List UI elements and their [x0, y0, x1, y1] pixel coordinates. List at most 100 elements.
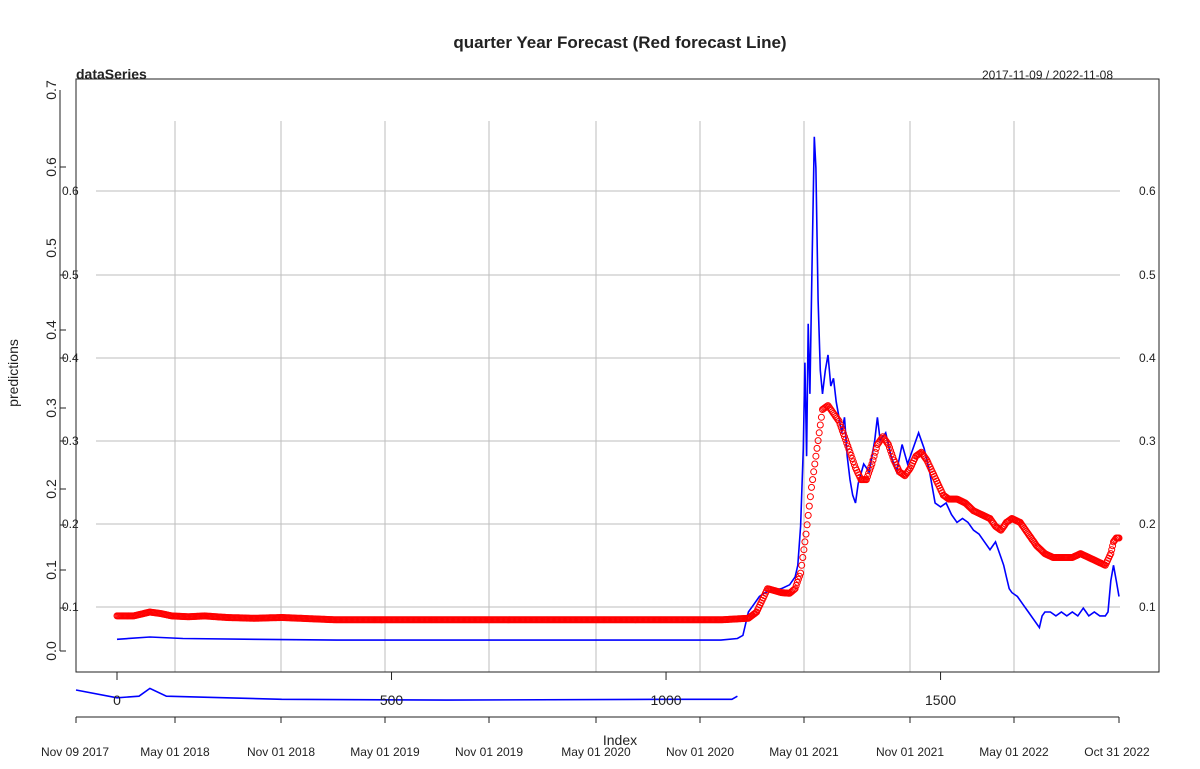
- right-y-tick-label: 0.3: [1139, 434, 1156, 448]
- date-tick-label: Nov 01 2020: [666, 745, 734, 759]
- forecast-point: [868, 460, 876, 468]
- forecast-point: [1108, 546, 1116, 554]
- date-tick-label: Oct 31 2022: [1084, 745, 1150, 759]
- forecast-point: [869, 456, 877, 464]
- forecast-point: [887, 447, 895, 455]
- forecast-point: [846, 448, 854, 456]
- inner-y-tick-label: 0.3: [62, 434, 79, 448]
- forecast-point: [796, 572, 803, 580]
- forecast-point: [798, 561, 806, 569]
- right-y-tick-label: 0.4: [1139, 351, 1156, 365]
- date-tick-label: Nov 01 2018: [247, 745, 315, 759]
- left-y-tick-label: 0.3: [43, 398, 59, 418]
- forecast-point: [805, 502, 813, 510]
- forecast-point: [814, 437, 822, 445]
- axis-layer: 0.0 0.1 0.2 0.3 0.4 0.5 0.6 0.7 0.1 0.2 0.3 0.4 0.5 0…: [41, 80, 1156, 759]
- right-y-tick-label: 0.2: [1139, 517, 1156, 531]
- date-tick-label: Nov 01 2021: [876, 745, 944, 759]
- forecast-point: [803, 521, 811, 529]
- forecast-point: [817, 413, 825, 421]
- forecast-point: [835, 417, 843, 425]
- forecast-point: [793, 578, 801, 586]
- forecast-point: [792, 582, 800, 589]
- forecast-point: [802, 530, 810, 538]
- x-axis-label: Index: [603, 732, 637, 748]
- forecast-point: [816, 421, 824, 429]
- forecast-point: [813, 444, 821, 452]
- left-y-tick-label: 0.4: [43, 320, 59, 340]
- forecast-point: [884, 441, 892, 448]
- forecast-point: [806, 493, 814, 501]
- forecast-point: [867, 463, 875, 471]
- forecast-point: [836, 420, 844, 428]
- date-tick-label: Nov 09 2017: [41, 745, 109, 759]
- forecast-point: [841, 433, 848, 441]
- forecast-point: [886, 444, 893, 452]
- forecast-point: [789, 587, 797, 594]
- inner-y-tick-label: 0.1: [62, 600, 79, 614]
- forecast-point: [865, 469, 873, 477]
- forecast-point: [866, 466, 874, 474]
- date-tick-label: May 01 2018: [140, 745, 210, 759]
- forecast-point: [1107, 550, 1115, 558]
- forecast-point: [801, 538, 809, 546]
- series-layer: [75, 136, 1123, 701]
- forecast-point: [899, 470, 907, 478]
- index-tick-label: 1500: [925, 692, 956, 708]
- forecast-point: [800, 546, 808, 554]
- forecast-point: [848, 455, 856, 462]
- right-y-tick-label: 0.6: [1139, 184, 1156, 198]
- forecast-point: [862, 476, 870, 484]
- right-y-tick-label: 0.5: [1139, 268, 1156, 282]
- forecast-point: [799, 554, 807, 561]
- forecast-point: [888, 450, 896, 458]
- forecast-point: [839, 430, 847, 438]
- forecast-point: [845, 445, 853, 453]
- forecast-point: [842, 436, 850, 444]
- inner-y-tick-label: 0.6: [62, 184, 79, 198]
- forecast-point: [847, 451, 855, 459]
- forecast-point: [843, 439, 851, 447]
- date-tick-label: May 01 2019: [350, 745, 420, 759]
- grid-layer: [96, 121, 1120, 672]
- date-tick-label: Nov 01 2019: [455, 745, 523, 759]
- index-tick-label: 1000: [650, 692, 681, 708]
- forecast-point: [849, 458, 857, 466]
- forecast-point: [791, 585, 799, 593]
- index-tick-label: 0: [113, 692, 121, 708]
- forecast-point: [915, 450, 923, 458]
- date-tick-label: May 01 2020: [561, 745, 631, 759]
- forecast-point: [844, 442, 852, 450]
- actual-series-line: [116, 136, 1120, 641]
- forecast-point: [922, 455, 930, 462]
- forecast-point: [809, 476, 817, 484]
- inner-y-tick-label: 0.5: [62, 268, 79, 282]
- forecast-point: [871, 448, 879, 456]
- forecast-point: [811, 460, 819, 468]
- date-tick-label: May 01 2021: [769, 745, 839, 759]
- left-y-tick-label: 0.6: [43, 157, 59, 177]
- index-tick-label: 500: [380, 692, 404, 708]
- chart-title: quarter Year Forecast (Red forecast Line…: [453, 33, 786, 52]
- forecast-point: [905, 466, 913, 473]
- right-y-tick-label: 0.1: [1139, 600, 1156, 614]
- forecast-point: [794, 575, 802, 583]
- date-range-label: 2017-11-09 / 2022-11-08: [982, 68, 1113, 82]
- left-y-tick-label: 0.7: [43, 80, 59, 100]
- inner-y-tick-label: 0.4: [62, 351, 79, 365]
- plot-frame: [75, 78, 1160, 673]
- actual-series-baseline: [75, 687, 738, 701]
- forecast-point: [808, 483, 815, 491]
- date-tick-label: May 01 2022: [979, 745, 1049, 759]
- forecast-point: [810, 468, 818, 476]
- y-axis-label: predictions: [5, 339, 21, 407]
- inner-y-tick-label: 0.2: [62, 517, 79, 531]
- forecast-point: [797, 569, 805, 577]
- left-y-tick-label: 0.1: [43, 560, 59, 580]
- left-y-tick-label: 0.0: [43, 641, 59, 661]
- forecast-point: [804, 511, 812, 519]
- forecast-point: [812, 452, 820, 460]
- forecast-point: [864, 473, 871, 480]
- panel-label: dataSeries: [76, 66, 147, 82]
